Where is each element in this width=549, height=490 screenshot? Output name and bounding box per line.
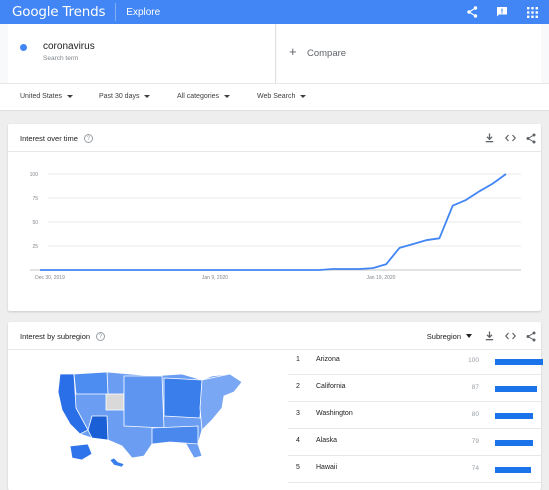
embed-icon[interactable] (504, 330, 516, 342)
chevron-down-icon (466, 334, 472, 338)
x-tick-label: Dec 30, 2019 (35, 275, 65, 281)
list-item[interactable]: 3 Washington 80 (288, 402, 541, 429)
search-term-card[interactable]: coronavirus Search term (8, 24, 276, 83)
rank-number: 4 (296, 437, 300, 444)
search-term-type: Search term (43, 55, 79, 62)
region-bar (495, 359, 543, 365)
interest-over-time-title: Interest over time (20, 134, 78, 143)
card-title: Interest over time ? (20, 134, 93, 143)
plus-icon: + (289, 44, 297, 59)
chevron-down-icon (67, 95, 74, 98)
rank-number: 2 (296, 383, 300, 390)
category-filter-label: All categories (177, 93, 220, 100)
y-tick-label: 75 (32, 196, 38, 202)
list-item[interactable]: 2 California 87 (288, 375, 541, 402)
rank-number: 5 (296, 464, 300, 471)
app-header: Google Trends Explore (0, 0, 549, 24)
google-trends-logo[interactable]: Google Trends (12, 4, 106, 20)
region-value: 74 (471, 465, 479, 472)
map-region-great-lakes (163, 377, 203, 419)
region-bar (495, 413, 534, 419)
region-name: Alaska (316, 437, 338, 444)
interest-by-subregion-title: Interest by subregion (20, 332, 91, 341)
region-bar (495, 386, 537, 392)
y-tick-label: 50 (32, 220, 38, 226)
x-tick-label: Jan 9, 2020 (202, 275, 228, 281)
map-region-alaska (69, 443, 93, 461)
chevron-down-icon (224, 95, 231, 98)
region-value: 100 (468, 357, 479, 364)
card-divider (8, 151, 541, 152)
search-term-name[interactable]: coronavirus (43, 41, 95, 52)
map-region-north (73, 371, 109, 395)
region-bar (495, 440, 533, 446)
region-value: 80 (471, 411, 479, 418)
time-filter-label: Past 30 days (99, 93, 140, 100)
category-filter[interactable]: All categories (177, 93, 231, 100)
time-filter[interactable]: Past 30 days (99, 93, 151, 100)
region-value: 87 (471, 384, 479, 391)
share-icon[interactable] (465, 5, 479, 19)
share-icon[interactable] (525, 330, 537, 342)
y-tick-label: 25 (32, 244, 38, 250)
download-icon[interactable] (483, 330, 495, 342)
interest-over-time-card: Interest over time ? 25 50 75 100 Dec 30, 20… (8, 124, 541, 311)
property-filter-label: Web Search (257, 93, 296, 100)
series-line-coronavirus (40, 173, 507, 271)
subregion-dropdown-label: Subregion (426, 331, 461, 341)
x-tick-label: Jan 19, 2020 (367, 275, 396, 281)
chevron-down-icon (300, 95, 307, 98)
page-title: Explore (126, 6, 161, 18)
header-actions (465, 0, 539, 24)
chevron-down-icon (144, 95, 151, 98)
map-region-arizona (87, 415, 109, 441)
help-icon[interactable]: ? (96, 332, 106, 341)
interest-line-chart: 25 50 75 100 Dec 30, 2019 Jan 9, 2020 Jan 19, … (30, 172, 521, 281)
compare-button[interactable]: + Compare (277, 24, 541, 83)
card-title: Interest by subregion ? (20, 332, 106, 341)
map-region-west-coast (57, 373, 89, 435)
header-divider (115, 3, 117, 21)
property-filter[interactable]: Web Search (257, 93, 307, 100)
list-item[interactable]: 1 Arizona 100 (288, 348, 543, 375)
card-divider (8, 349, 541, 350)
map-region-east (199, 373, 243, 431)
region-filter-label: United States (20, 93, 63, 100)
rank-number: 3 (296, 410, 300, 417)
y-tick-label: 100 (30, 172, 39, 178)
feedback-icon[interactable] (495, 5, 509, 19)
region-name: Washington (316, 410, 353, 417)
card-actions (483, 132, 537, 144)
map-region-south (151, 425, 199, 445)
us-subregion-map[interactable] (52, 368, 252, 468)
ranking-list: 1 Arizona 100 2 California 87 3 Washingt… (8, 348, 543, 490)
interest-by-subregion-card: Interest by subregion ? Subregion (8, 322, 543, 490)
rank-number: 1 (296, 356, 300, 363)
help-icon[interactable]: ? (83, 134, 93, 143)
term-color-dot (20, 44, 27, 51)
region-filter[interactable]: United States (20, 93, 74, 100)
filter-bar: United States Past 30 days All categorie… (0, 83, 549, 111)
embed-icon[interactable] (504, 132, 516, 144)
region-name: California (316, 383, 346, 390)
list-item[interactable]: 5 Hawaii 74 (288, 456, 541, 483)
search-terms-bar: coronavirus Search term + Compare (0, 24, 549, 83)
subregion-dropdown[interactable]: Subregion (427, 332, 472, 341)
list-item[interactable]: 4 Alaska 79 (288, 429, 541, 456)
region-value: 79 (471, 438, 479, 445)
map-region-hawaii (109, 457, 125, 468)
download-icon[interactable] (483, 132, 495, 144)
region-name: Arizona (316, 356, 340, 363)
compare-label: Compare (307, 48, 347, 59)
share-icon[interactable] (525, 132, 537, 144)
card-actions: Subregion (427, 330, 537, 342)
region-name: Hawaii (316, 464, 338, 471)
apps-grid-icon[interactable] (525, 5, 539, 19)
region-bar (495, 467, 531, 473)
